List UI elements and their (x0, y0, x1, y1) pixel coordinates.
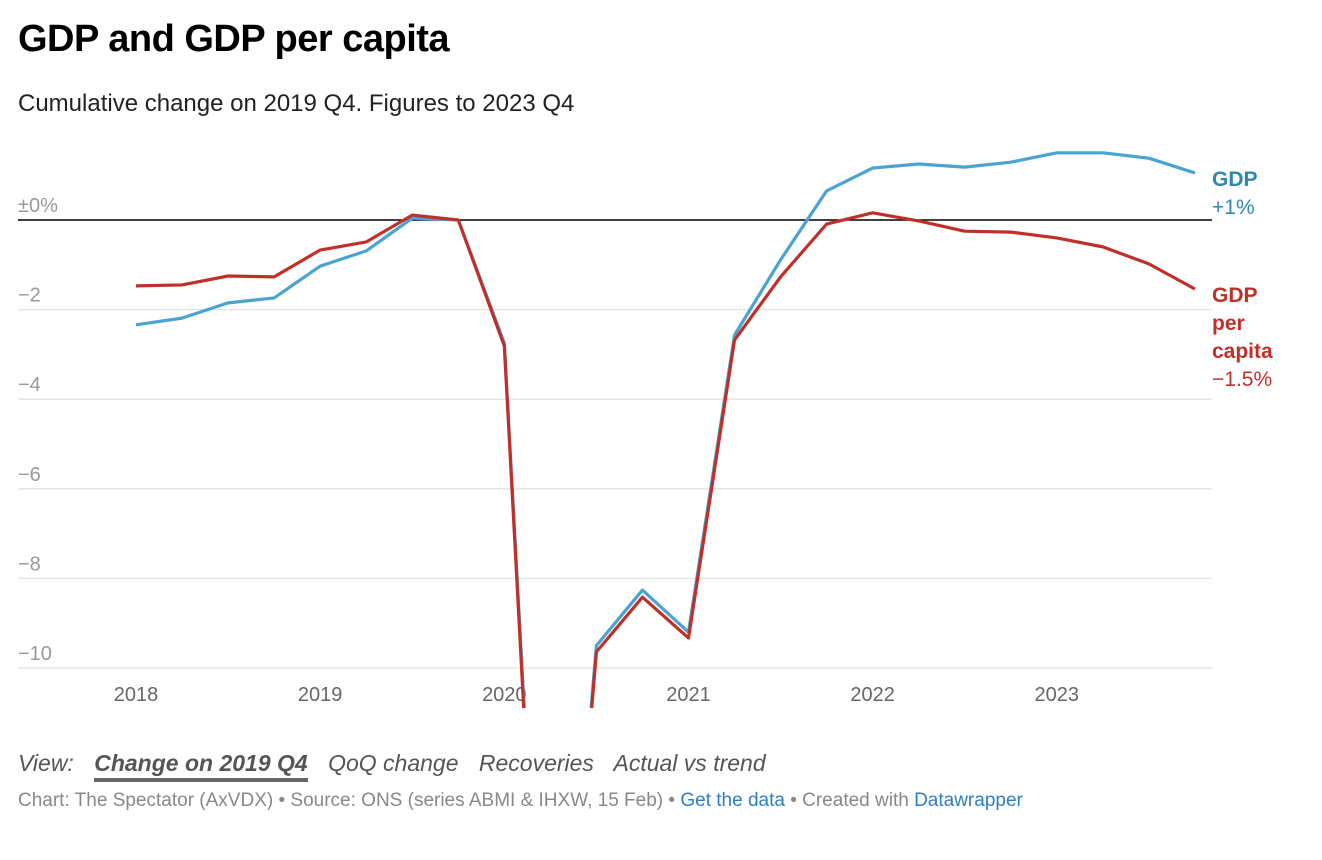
series-line-gdp (135, 216, 526, 709)
y-tick-label: −8 (18, 553, 41, 575)
series-name-label: GDP (1212, 168, 1258, 191)
y-tick-label: −10 (18, 643, 52, 665)
y-tick-label: −2 (18, 285, 41, 307)
series-line-gdp-per-capita (135, 213, 526, 709)
x-tick-label: 2023 (1035, 684, 1080, 706)
series-end-value: −1.5% (1212, 368, 1272, 391)
view-label: View: (18, 750, 74, 776)
y-tick-label: −6 (18, 464, 41, 486)
series-name-label: capita (1212, 340, 1273, 363)
get-the-data-link[interactable]: Get the data (680, 790, 785, 811)
view-selector: View: Change on 2019 Q4 QoQ change Recov… (18, 750, 780, 782)
series-end-value: +1% (1212, 196, 1255, 219)
x-tick-label: 2019 (298, 684, 343, 706)
view-option-qoq-change[interactable]: QoQ change (328, 750, 459, 776)
series-line-gdp-per-capita (590, 211, 1196, 709)
series-name-label: GDP (1212, 284, 1258, 307)
y-tick-label: ±0% (18, 195, 58, 217)
chart-subtitle: Cumulative change on 2019 Q4. Figures to… (18, 90, 575, 117)
series-name-label: per (1212, 312, 1245, 335)
view-option-actual-vs-trend[interactable]: Actual vs trend (613, 750, 766, 776)
line-chart: ±0% −2 −4 −6 −8 −10 2018 2019 2020 2021 2022 2023 GD… (18, 151, 1273, 709)
x-tick-label: 2018 (114, 684, 159, 706)
view-option-change-on-2019-q4[interactable]: Change on 2019 Q4 (94, 750, 308, 782)
y-tick-label: −4 (18, 374, 41, 396)
view-option-recoveries[interactable]: Recoveries (478, 750, 594, 776)
chart-title: GDP and GDP per capita (18, 18, 450, 60)
footer: Chart: The Spectator (AxVDX) • Source: O… (18, 790, 1023, 812)
datawrapper-link[interactable]: Datawrapper (914, 790, 1023, 811)
series-line-gdp (589, 151, 1196, 709)
x-tick-label: 2021 (666, 684, 711, 706)
x-tick-label: 2020 (482, 684, 527, 706)
footer-credit: Chart: The Spectator (AxVDX) • Source: O… (18, 790, 681, 811)
x-tick-label: 2022 (850, 684, 895, 706)
footer-sep: • Created with (784, 790, 915, 811)
